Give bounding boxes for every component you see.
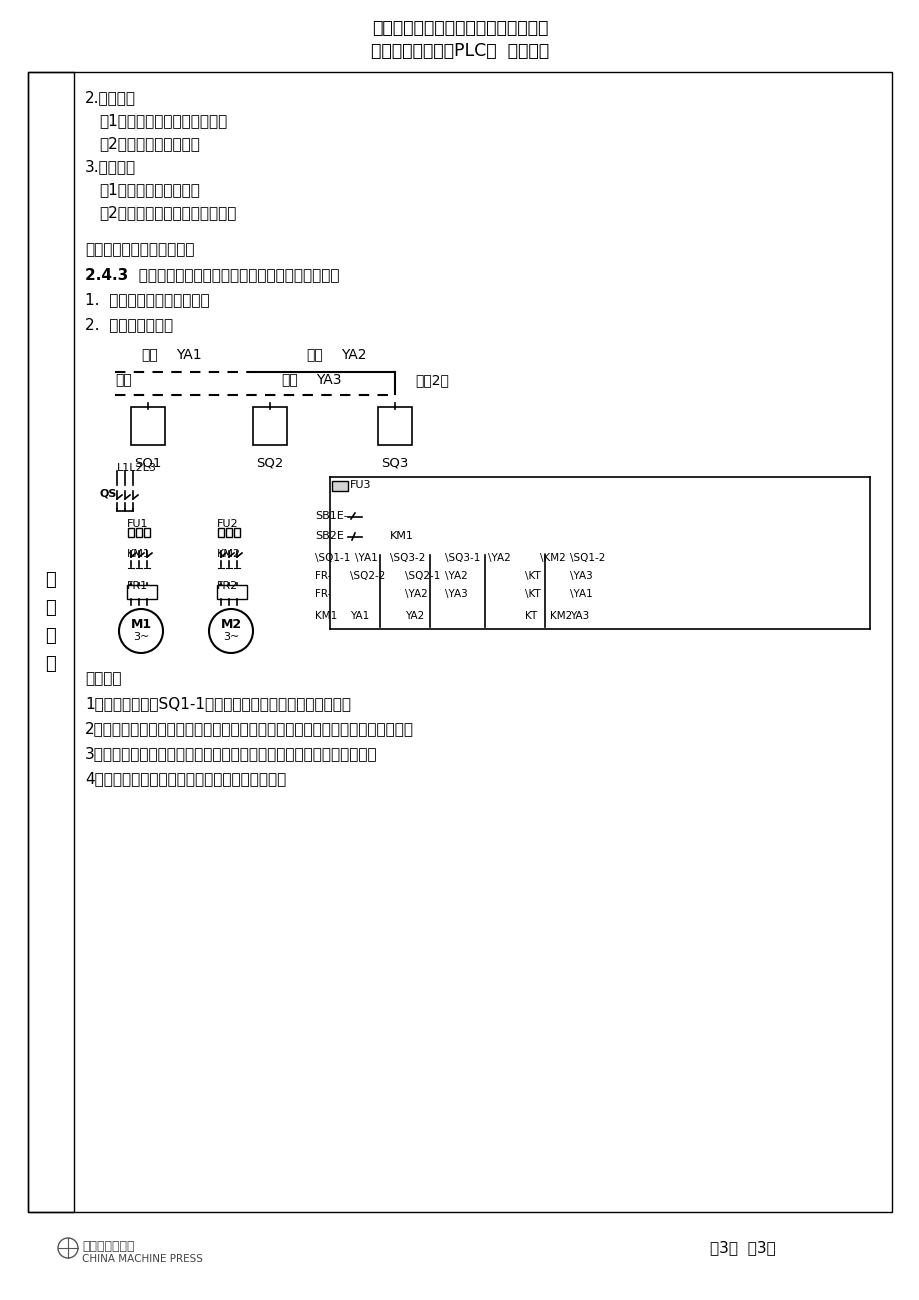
Text: M1: M1	[130, 619, 152, 632]
Text: \KT: \KT	[525, 589, 540, 599]
Bar	[218, 528, 223, 537]
Bar	[28, 72, 891, 1212]
Text: \SQ2-1: \SQ2-1	[404, 571, 440, 581]
Text: SQ3: SQ3	[380, 458, 408, 471]
Circle shape	[119, 608, 163, 653]
Text: \SQ2-2: \SQ2-2	[349, 571, 385, 581]
Text: SQ2: SQ2	[256, 458, 283, 471]
Text: \YA1: \YA1	[570, 589, 592, 599]
Text: 教育部高等职业教育示范专业规划教材: 教育部高等职业教育示范专业规划教材	[371, 20, 548, 36]
Text: 原位: 原位	[115, 373, 131, 387]
Text: YA1: YA1	[176, 348, 201, 361]
Text: KT: KT	[525, 611, 537, 621]
Text: FR-: FR-	[314, 589, 331, 599]
Text: 回答问题: 回答问题	[85, 671, 121, 686]
Text: 学: 学	[46, 599, 56, 618]
Text: \YA3: \YA3	[445, 589, 467, 599]
Text: SQ1: SQ1	[134, 458, 162, 471]
Text: FU2: FU2	[217, 519, 238, 529]
Bar	[378, 407, 412, 445]
Text: 容: 容	[46, 655, 56, 673]
Text: 1）如果限位开关SQ1-1被取消，这种接法对电路有何影响？: 1）如果限位开关SQ1-1被取消，这种接法对电路有何影响？	[85, 696, 351, 711]
Text: YA3: YA3	[570, 611, 588, 621]
Bar	[144, 528, 150, 537]
Text: （1）电流表不能接错。: （1）电流表不能接错。	[99, 182, 199, 198]
Text: M2: M2	[221, 619, 242, 632]
Text: \SQ1-1: \SQ1-1	[314, 552, 350, 563]
Text: 2.电路调试: 2.电路调试	[85, 90, 136, 105]
Text: （2）再调试较复杂线路: （2）再调试较复杂线路	[99, 136, 199, 151]
Bar	[127, 585, 157, 599]
Text: 教: 教	[46, 571, 56, 589]
Bar	[136, 528, 142, 537]
Text: YA1: YA1	[349, 611, 369, 621]
Text: SB2E: SB2E	[314, 530, 344, 541]
Bar	[130, 407, 165, 445]
Text: FR-: FR-	[314, 571, 331, 581]
Text: 2）如果电路出现只能启动滑台快进，不能工进，试分析接线时可能发生的故障。: 2）如果电路出现只能启动滑台快进，不能工进，试分析接线时可能发生的故障。	[85, 722, 414, 736]
Text: FR2: FR2	[217, 581, 238, 592]
Text: 延时2秒: 延时2秒	[414, 373, 448, 387]
Text: 4）时间继电器损坏后，对电路的运行有何影响？: 4）时间继电器损坏后，对电路的运行有何影响？	[85, 771, 286, 786]
Text: CHINA MACHINE PRESS: CHINA MACHINE PRESS	[82, 1254, 203, 1264]
Text: L1L2L3: L1L2L3	[117, 463, 157, 473]
Text: \YA2: \YA2	[487, 552, 510, 563]
Text: \KT: \KT	[525, 571, 540, 581]
Text: \YA3: \YA3	[570, 571, 592, 581]
Text: 2.4.3  练一练：液压控制机床电气控制线路的安装和调试: 2.4.3 练一练：液压控制机床电气控制线路的安装和调试	[85, 266, 339, 282]
Text: KM1: KM1	[314, 611, 337, 621]
Text: YA2: YA2	[341, 348, 366, 361]
Bar	[253, 407, 287, 445]
Text: \SQ3-1: \SQ3-1	[445, 552, 480, 563]
Text: YA3: YA3	[315, 373, 341, 387]
Text: \KM2: \KM2	[539, 552, 565, 563]
Text: 3~: 3~	[222, 632, 239, 642]
Text: FR1: FR1	[127, 581, 148, 592]
Text: QS: QS	[100, 489, 118, 499]
Text: 3.注意事项: 3.注意事项	[85, 159, 136, 174]
Text: \YA1: \YA1	[355, 552, 378, 563]
Circle shape	[209, 608, 253, 653]
Bar	[28, 72, 74, 1212]
Text: 3~: 3~	[132, 632, 149, 642]
Text: FU1: FU1	[127, 519, 148, 529]
Text: 如有时间，可作下面练习。: 如有时间，可作下面练习。	[85, 242, 194, 257]
Text: KM1: KM1	[127, 549, 151, 559]
Text: 快进: 快进	[142, 348, 158, 361]
Bar	[128, 528, 134, 537]
Bar	[226, 528, 232, 537]
Bar	[332, 481, 347, 491]
Text: 快退: 快退	[281, 373, 298, 387]
Text: SB1E-: SB1E-	[314, 511, 347, 521]
Text: 3）液压泵电动机若不能工作，动力头电动机是否能继续运行，为什么？: 3）液压泵电动机若不能工作，动力头电动机是否能继续运行，为什么？	[85, 746, 377, 760]
Text: \YA2: \YA2	[445, 571, 467, 581]
Text: \SQ3-2: \SQ3-2	[390, 552, 425, 563]
Text: KM1: KM1	[390, 530, 414, 541]
Text: KM2: KM2	[550, 611, 572, 621]
Text: （2）通电时，要注意用电安全。: （2）通电时，要注意用电安全。	[99, 205, 236, 220]
Text: FU3: FU3	[349, 480, 371, 490]
Text: \YA2: \YA2	[404, 589, 427, 599]
Text: KM2: KM2	[217, 549, 241, 559]
Text: （1）先调试电器元件少的线路: （1）先调试电器元件少的线路	[99, 113, 227, 127]
Circle shape	[58, 1238, 78, 1258]
Bar	[233, 528, 240, 537]
Text: YA2: YA2	[404, 611, 424, 621]
Text: 工进: 工进	[306, 348, 323, 361]
Text: 机械工业出版社: 机械工业出版社	[82, 1240, 134, 1253]
Text: \SQ1-2: \SQ1-2	[570, 552, 605, 563]
Text: 《机床电气控制与PLC》  电子教案: 《机床电气控制与PLC》 电子教案	[370, 42, 549, 60]
Bar	[217, 585, 246, 599]
Text: 内: 内	[46, 627, 56, 645]
Text: 第3页  共3页: 第3页 共3页	[709, 1240, 775, 1256]
Text: 1.  场地、设备、工具、材料: 1. 场地、设备、工具、材料	[85, 292, 210, 307]
Text: 2.  训练内容及要求: 2. 训练内容及要求	[85, 317, 173, 332]
